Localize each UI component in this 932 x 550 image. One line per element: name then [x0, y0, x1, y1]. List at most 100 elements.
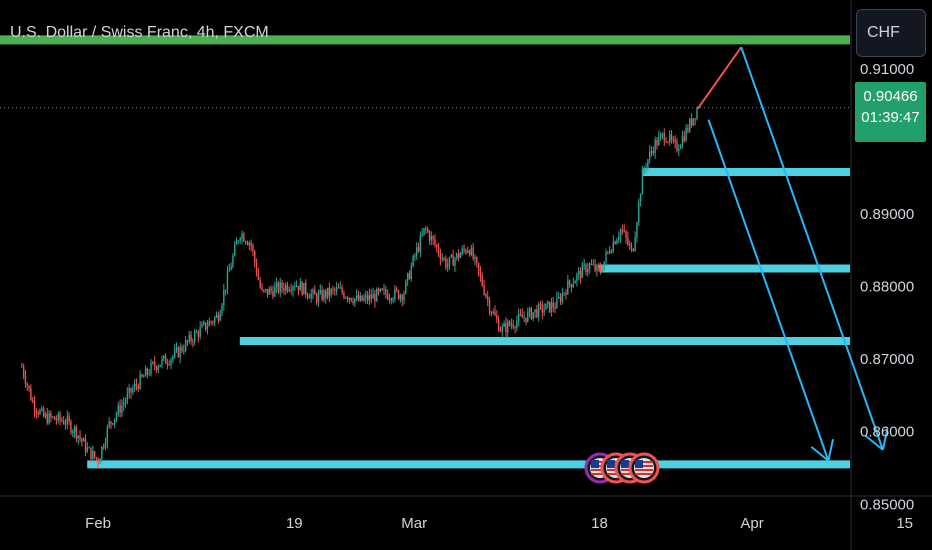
candle-body: [487, 296, 489, 300]
candle-body: [92, 451, 94, 460]
candle-body: [301, 282, 303, 295]
candle-body: [561, 293, 564, 302]
candle-body: [588, 263, 591, 269]
candle-body: [110, 421, 112, 424]
candle-body: [28, 385, 30, 389]
candle-body: [325, 291, 327, 298]
candle-body: [279, 282, 281, 292]
candle-body: [610, 251, 613, 253]
candle-body: [186, 340, 189, 342]
candle-body: [568, 280, 571, 285]
currency-button[interactable]: CHF: [856, 9, 926, 57]
arrowhead: [827, 439, 835, 461]
candle-body: [326, 287, 329, 298]
candle-body: [401, 295, 403, 301]
flag-stripe: [635, 461, 653, 463]
candle-body: [396, 288, 398, 291]
candle-body: [254, 251, 256, 263]
candle-body: [123, 402, 125, 406]
candle-body: [645, 167, 647, 169]
candle-body: [492, 311, 494, 314]
candle-body: [430, 236, 432, 241]
candle-body: [95, 457, 98, 460]
candle-body: [383, 289, 385, 291]
candle-body: [354, 298, 356, 304]
last-price-badge: 0.90466 01:39:47: [855, 82, 926, 142]
candle-body: [576, 274, 578, 282]
candle-body: [448, 257, 451, 265]
candle-body: [690, 118, 693, 126]
candle-body: [266, 289, 269, 295]
candle-body: [272, 290, 274, 297]
candle-body: [337, 287, 340, 289]
candle-body: [652, 151, 655, 153]
flag-canton: [607, 460, 615, 468]
flag-stripe: [635, 469, 653, 471]
candle-body: [365, 295, 367, 298]
candle-body: [446, 264, 449, 268]
candle-body: [654, 140, 656, 153]
candle-body: [335, 287, 338, 291]
candle-body: [634, 237, 636, 251]
candle-body: [366, 295, 369, 301]
candle-body: [295, 285, 298, 287]
candle-body: [483, 285, 485, 295]
price-tick-label: 0.88000: [860, 279, 914, 296]
candle-body: [203, 322, 205, 325]
candle-body: [226, 271, 229, 290]
candle-body: [150, 362, 152, 374]
candle-body: [183, 350, 185, 352]
candle-body: [376, 289, 378, 302]
candle-body: [348, 298, 351, 300]
candle-body: [457, 253, 460, 258]
time-tick-label: Apr: [740, 515, 763, 532]
candle-body: [230, 266, 232, 270]
candle-body: [485, 294, 487, 297]
candle-body: [59, 413, 61, 421]
candle-body: [656, 140, 658, 146]
candle-body: [157, 366, 159, 370]
candle-body: [243, 233, 245, 242]
candle-body: [332, 289, 334, 291]
candle-body: [239, 238, 241, 241]
candle-body: [268, 288, 271, 295]
candle-body: [128, 387, 130, 394]
candle-body: [670, 134, 673, 140]
candle-body: [426, 228, 429, 232]
candle-body: [583, 264, 585, 266]
candle-body: [264, 289, 267, 291]
candle-body: [30, 388, 32, 401]
candle-body: [50, 413, 52, 418]
candle-body: [397, 290, 400, 299]
candle-body: [61, 420, 63, 422]
candle-body: [144, 368, 147, 377]
price-tick-label: 0.85000: [860, 496, 914, 513]
candle-body: [93, 451, 96, 458]
candle-body: [21, 366, 23, 368]
candle-body: [170, 359, 172, 365]
candle-body: [246, 242, 249, 245]
candle-body: [210, 321, 212, 323]
candle-body: [33, 401, 36, 412]
projection-up-line: [696, 46, 743, 110]
flag-stripe: [591, 473, 609, 475]
candle-body: [108, 421, 110, 427]
candle-body: [228, 269, 230, 272]
candle-body: [643, 168, 645, 171]
candle-body: [488, 299, 491, 312]
candle-body: [470, 247, 473, 256]
candle-body: [481, 275, 483, 286]
candle-body: [345, 297, 347, 299]
candle-body: [554, 307, 556, 309]
economic-events[interactable]: [584, 452, 660, 484]
candle-body: [112, 423, 114, 425]
candle-body: [312, 289, 314, 294]
candle-body: [639, 194, 642, 202]
candle-body: [414, 255, 416, 257]
candle-body: [119, 405, 121, 413]
candle-body: [525, 317, 527, 322]
horizontal-levels: [0, 35, 851, 469]
time-tick-label: Feb: [85, 515, 111, 532]
candle-body: [124, 400, 127, 403]
